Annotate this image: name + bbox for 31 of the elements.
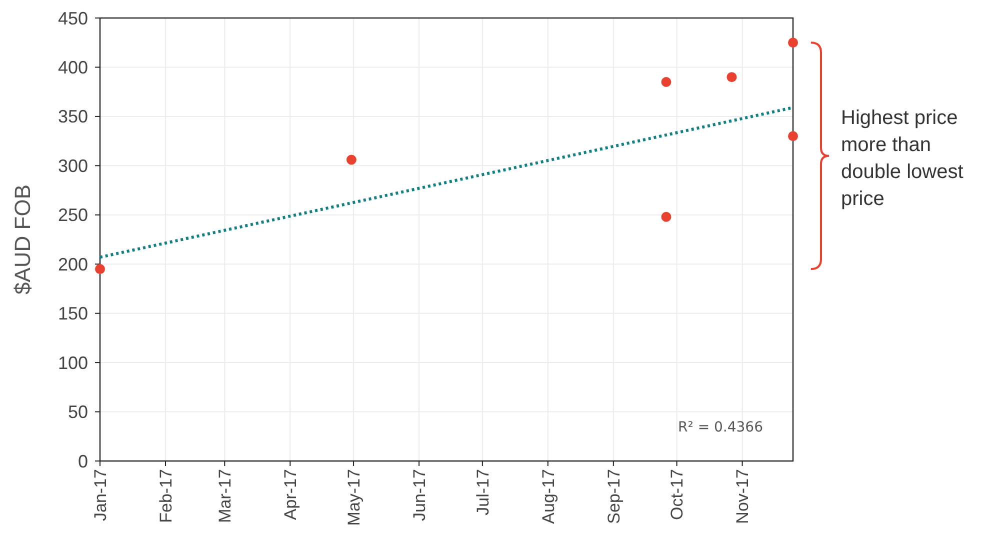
- x-tick-label: Feb-17: [156, 469, 176, 523]
- y-tick-label: 100: [58, 352, 88, 373]
- y-tick-label: 50: [68, 402, 88, 422]
- point: [661, 76, 672, 87]
- y-tick-label: 400: [58, 58, 88, 78]
- y-tick-label: 200: [58, 254, 88, 274]
- x-tick-label: Jul-17: [473, 469, 492, 516]
- x-tick-label: Sep-17: [604, 469, 624, 524]
- x-tick-label: Mar-17: [216, 469, 235, 523]
- x-tick-label: Jun-17: [410, 469, 429, 521]
- x-tick-label: Oct-17: [668, 469, 687, 520]
- point: [346, 154, 356, 165]
- y-tick-label: 250: [58, 205, 88, 226]
- x-tick-label: Aug-17: [538, 469, 558, 524]
- y-tick-label: 450: [58, 8, 88, 28]
- x-tick-label: May-17: [344, 469, 364, 526]
- annotation: R² = 0.4366: [678, 419, 764, 436]
- point: [661, 212, 672, 222]
- point: [788, 38, 798, 48]
- point: [726, 72, 737, 82]
- point: [95, 264, 105, 274]
- x-tick-label: Nov-17: [733, 469, 752, 524]
- x-tick-label: Jan-17: [90, 469, 110, 521]
- x-tick-label: Apr-17: [281, 469, 300, 520]
- text: Highest price more than double lowest price: [841, 106, 964, 210]
- y-tick-label: 0: [78, 451, 88, 472]
- point: [788, 131, 798, 142]
- y-axis-title: $AUD FOB: [10, 184, 35, 295]
- y-tick-label: 150: [58, 304, 88, 324]
- y-tick-label: 300: [58, 156, 88, 176]
- y-tick-label: 350: [58, 106, 88, 127]
